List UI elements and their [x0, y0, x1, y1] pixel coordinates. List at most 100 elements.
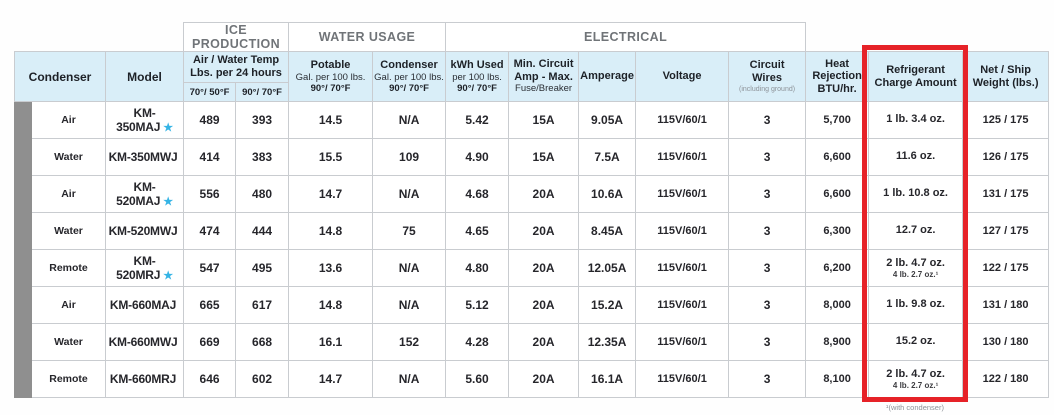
cell-refrigerant: 1 lb. 10.8 oz. — [868, 175, 964, 213]
table-row: Remote KM-520MRJ ★ 547 495 13.6 N/A 4.80 … — [14, 249, 1050, 287]
cell-refrigerant: 11.6 oz. — [868, 138, 964, 176]
cell-weight: 126 / 175 — [962, 138, 1050, 176]
col-header-air-water-temp: Air / Water Temp Lbs. per 24 hours — [183, 51, 290, 83]
side-bar — [14, 286, 32, 324]
col-header-kwh-used: kWh Used per 100 lbs. 90°/ 70°F — [445, 51, 510, 102]
cell-potable: 14.7 — [288, 360, 374, 398]
cell-ice-90-70: 602 — [235, 360, 290, 398]
refrigerant-amount-alt: 4 lb. 2.7 oz.¹ — [892, 380, 939, 390]
cell-min-circuit: 20A — [508, 212, 580, 250]
cell-wires: 3 — [728, 101, 807, 139]
cell-voltage: 115V/60/1 — [635, 360, 730, 398]
column-header-row: Condenser Model Air / Water Temp Lbs. pe… — [14, 51, 1050, 102]
cell-ice-90-70: 617 — [235, 286, 290, 324]
refrigerant-amount-alt: 4 lb. 2.7 oz.¹ — [892, 269, 939, 279]
cell-kwh: 4.65 — [445, 212, 510, 250]
cell-min-circuit: 20A — [508, 323, 580, 361]
refrigerant-amount: 11.6 oz. — [896, 150, 936, 163]
col-header-amperage: Amperage — [578, 51, 637, 102]
group-water-usage: WATER USAGE — [288, 22, 447, 52]
cell-heat: 6,300 — [805, 212, 870, 250]
cell-ice-70-50: 547 — [183, 249, 237, 287]
side-bar — [14, 101, 32, 139]
col-header-voltage: Voltage — [635, 51, 730, 102]
cell-model: KM-520MAJ ★ — [104, 175, 185, 213]
cell-heat: 8,100 — [805, 360, 870, 398]
cell-min-circuit: 20A — [508, 175, 580, 213]
refrigerant-amount: 2 lb. 4.7 oz. — [886, 367, 945, 380]
cell-amperage: 8.45A — [578, 212, 637, 250]
side-bar — [14, 175, 32, 213]
cell-ice-70-50: 414 — [183, 138, 237, 176]
table-row: Water KM-350MWJ 414 383 15.5 109 4.90 15… — [14, 138, 1050, 176]
cell-model: KM-660MWJ — [104, 323, 185, 361]
cell-ice-90-70: 495 — [235, 249, 290, 287]
cell-amperage: 7.5A — [578, 138, 637, 176]
col-header-70-50: 70°/ 50°F — [183, 82, 237, 102]
cell-condenser: Remote — [31, 360, 106, 398]
cell-ice-70-50: 669 — [183, 323, 237, 361]
cell-amperage: 10.6A — [578, 175, 637, 213]
cell-ice-90-70: 383 — [235, 138, 290, 176]
cell-amperage: 12.05A — [578, 249, 637, 287]
air-water-temp-line1: Air / Water Temp — [192, 54, 280, 67]
cell-condenser: Water — [31, 323, 106, 361]
cell-refrigerant: 2 lb. 4.7 oz. 4 lb. 2.7 oz.¹ — [868, 249, 964, 287]
col-header-potable: Potable Gal. per 100 lbs. 90°/ 70°F — [288, 51, 374, 102]
cell-ice-90-70: 480 — [235, 175, 290, 213]
cell-kwh: 5.42 — [445, 101, 510, 139]
cell-condenser-water: N/A — [372, 360, 447, 398]
cell-ice-90-70: 668 — [235, 323, 290, 361]
cell-weight: 131 / 175 — [962, 175, 1050, 213]
group-blank-right — [806, 23, 1049, 52]
cell-voltage: 115V/60/1 — [635, 323, 730, 361]
cell-weight: 125 / 175 — [962, 101, 1050, 139]
cell-weight: 130 / 180 — [962, 323, 1050, 361]
cell-condenser-water: 152 — [372, 323, 447, 361]
model-name: KM-660MAJ — [109, 298, 177, 312]
refrigerant-amount: 1 lb. 10.8 oz. — [883, 187, 948, 200]
cell-heat: 6,200 — [805, 249, 870, 287]
cell-condenser: Water — [31, 138, 106, 176]
star-icon: ★ — [163, 270, 173, 282]
cell-ice-70-50: 665 — [183, 286, 237, 324]
cell-voltage: 115V/60/1 — [635, 286, 730, 324]
col-header-condenser-water: Condenser Gal. per 100 lbs. 90°/ 70°F — [372, 51, 447, 102]
cell-weight: 122 / 175 — [962, 249, 1050, 287]
table-row: Air KM-660MAJ 665 617 14.8 N/A 5.12 20A … — [14, 286, 1050, 324]
cell-amperage: 16.1A — [578, 360, 637, 398]
refrigerant-amount: 2 lb. 4.7 oz. — [886, 256, 945, 269]
cell-wires: 3 — [728, 175, 807, 213]
table-row: Water KM-660MWJ 669 668 16.1 152 4.28 20… — [14, 323, 1050, 361]
col-header-refrigerant: Refrigerant Charge Amount — [868, 51, 964, 102]
model-name: KM-350MWJ — [108, 150, 178, 164]
refrigerant-amount: 12.7 oz. — [895, 224, 936, 237]
cell-condenser-water: N/A — [372, 101, 447, 139]
cell-condenser-water: 75 — [372, 212, 447, 250]
cell-ice-90-70: 393 — [235, 101, 290, 139]
col-header-heat-rejection: Heat Rejection BTU/hr. — [805, 51, 870, 102]
cell-wires: 3 — [728, 323, 807, 361]
cell-amperage: 12.35A — [578, 323, 637, 361]
cell-condenser: Water — [31, 212, 106, 250]
cell-wires: 3 — [728, 138, 807, 176]
spec-table: ICE PRODUCTION WATER USAGE ELECTRICAL Co… — [14, 22, 1050, 398]
cell-kwh: 4.90 — [445, 138, 510, 176]
star-icon: ★ — [163, 196, 173, 208]
cell-potable: 15.5 — [288, 138, 374, 176]
cell-model: KM-350MWJ — [104, 138, 185, 176]
cell-condenser-water: 109 — [372, 138, 447, 176]
group-ice-production: ICE PRODUCTION — [183, 22, 290, 52]
cell-ice-70-50: 646 — [183, 360, 237, 398]
cell-voltage: 115V/60/1 — [635, 249, 730, 287]
cell-potable: 14.5 — [288, 101, 374, 139]
cell-potable: 14.8 — [288, 212, 374, 250]
model-name: KM-350MAJ — [116, 106, 161, 134]
cell-heat: 6,600 — [805, 175, 870, 213]
cell-wires: 3 — [728, 286, 807, 324]
cell-voltage: 115V/60/1 — [635, 138, 730, 176]
cell-heat: 5,700 — [805, 101, 870, 139]
cell-condenser-water: N/A — [372, 249, 447, 287]
cell-ice-90-70: 444 — [235, 212, 290, 250]
cell-refrigerant: 1 lb. 3.4 oz. — [868, 101, 964, 139]
